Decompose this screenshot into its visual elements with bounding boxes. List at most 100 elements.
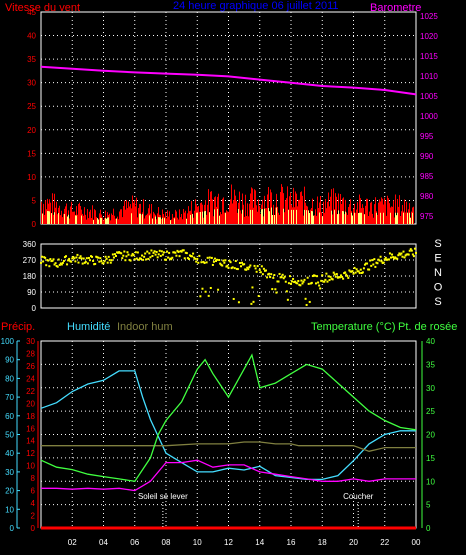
direction-point — [192, 252, 195, 255]
baro-tick-label: 990 — [420, 152, 434, 161]
direction-point — [234, 260, 237, 263]
direction-point — [137, 258, 140, 261]
baro-axis-label: Barometre — [370, 2, 421, 14]
precip-tick-label: 28 — [26, 349, 35, 358]
direction-point — [257, 294, 260, 297]
direction-point — [248, 266, 251, 269]
baro-tick-label: 975 — [420, 212, 434, 221]
direction-point — [158, 249, 161, 252]
direction-point — [322, 280, 325, 283]
direction-point — [313, 274, 316, 277]
direction-point — [40, 261, 42, 264]
direction-point — [235, 267, 238, 270]
temp-tick-label: 40 — [426, 337, 435, 346]
wind-tick-label: 20 — [27, 126, 36, 135]
direction-point — [405, 253, 408, 256]
direction-point — [66, 263, 69, 266]
direction-point — [67, 259, 70, 262]
direction-point — [205, 261, 208, 264]
direction-point — [384, 256, 387, 259]
direction-point — [122, 254, 125, 257]
direction-point — [77, 261, 80, 264]
direction-point — [211, 263, 214, 266]
direction-point — [212, 260, 215, 263]
direction-point — [175, 254, 178, 257]
sunset-label: Coucher — [343, 492, 374, 501]
direction-point — [54, 262, 57, 265]
direction-point — [169, 257, 172, 260]
direction-point — [111, 253, 114, 256]
direction-point — [231, 266, 234, 269]
direction-point — [144, 252, 147, 255]
direction-point — [113, 253, 116, 256]
direction-point — [227, 266, 230, 269]
direction-point — [129, 259, 132, 262]
wind-tick-label: 15 — [27, 149, 36, 158]
humidity-tick-label: 30 — [5, 468, 14, 477]
direction-point — [135, 257, 138, 260]
direction-point — [232, 297, 235, 300]
direction-point — [117, 251, 120, 254]
direction-point — [162, 251, 165, 254]
humidity-tick-label: 70 — [5, 393, 14, 402]
direction-point — [218, 259, 221, 262]
direction-point — [228, 259, 231, 262]
direction-point — [124, 259, 127, 262]
direction-point — [202, 260, 205, 263]
direction-point — [283, 275, 286, 278]
direction-point — [220, 263, 223, 266]
direction-point — [69, 260, 72, 263]
direction-point — [80, 257, 83, 260]
direction-point — [403, 256, 406, 259]
direction-point — [330, 277, 333, 280]
direction-point — [200, 261, 203, 264]
direction-point — [146, 250, 149, 253]
direction-point — [193, 256, 196, 259]
direction-point — [233, 267, 236, 270]
direction-point — [102, 262, 105, 265]
direction-point — [171, 256, 174, 259]
direction-point — [90, 255, 92, 258]
direction-point — [173, 251, 176, 254]
humidity-tick-label: 100 — [1, 337, 15, 346]
direction-point — [179, 250, 182, 253]
direction-point — [116, 251, 119, 254]
precip-tick-label: 24 — [26, 374, 35, 383]
direction-point — [287, 282, 290, 285]
humidity-line — [40, 370, 416, 481]
temp-tick-label: 0 — [426, 524, 431, 533]
direction-point — [356, 270, 359, 273]
direction-point — [128, 258, 131, 261]
direction-point — [309, 282, 312, 285]
direction-point — [126, 251, 129, 254]
direction-point — [91, 255, 94, 258]
temperature-label: Temperature (°C) — [311, 321, 395, 333]
direction-point — [86, 262, 89, 265]
wind-tick-label: 35 — [27, 55, 36, 64]
direction-point — [223, 261, 226, 264]
temp-tick-label: 25 — [426, 407, 435, 416]
direction-point — [62, 259, 65, 262]
direction-point — [157, 253, 160, 256]
wind-direction-points — [40, 247, 417, 306]
direction-point — [198, 254, 201, 257]
direction-point — [380, 260, 383, 263]
direction-point — [358, 272, 361, 275]
direction-point — [141, 254, 144, 257]
direction-point — [246, 266, 249, 269]
temperature-line — [40, 353, 417, 483]
direction-point — [324, 278, 327, 281]
direction-point — [368, 268, 371, 271]
direction-point — [348, 269, 351, 272]
direction-point — [115, 254, 117, 257]
direction-point — [401, 255, 404, 258]
baro-y-ticks: 1025 1020 1015 1010 1005 1000 995 990 985 980 975 — [420, 12, 438, 221]
direction-point — [79, 255, 82, 258]
direction-point — [196, 257, 199, 260]
direction-point — [150, 249, 153, 252]
baro-tick-label: 1010 — [420, 72, 438, 81]
direction-point — [365, 262, 367, 265]
precip-tick-label: 10 — [26, 462, 35, 471]
direction-point — [224, 259, 227, 262]
